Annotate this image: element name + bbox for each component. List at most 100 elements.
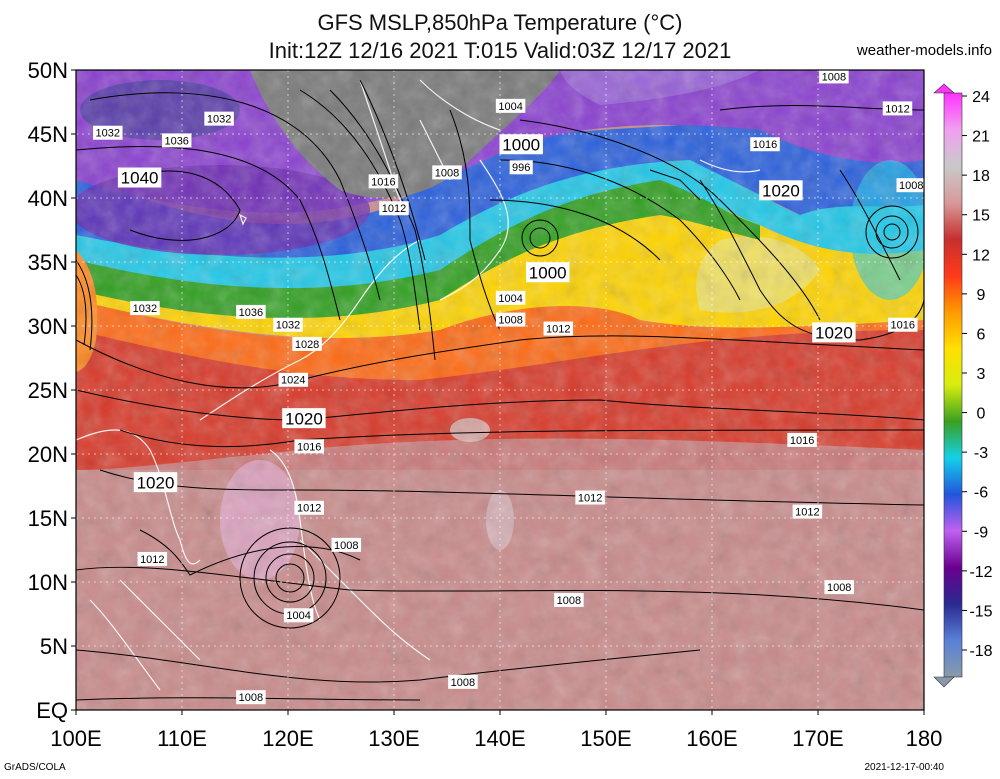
isobar-label: 996: [509, 160, 533, 175]
isobar-value: 1020: [815, 324, 853, 343]
lon-tick-label: 180: [906, 726, 943, 751]
isobar-value: 1008: [899, 180, 923, 192]
isobar-value: 1008: [239, 692, 263, 704]
isobar-value: 1040: [121, 169, 159, 188]
colorbar-tick-label: 0: [977, 406, 986, 423]
isobar-value: 1008: [557, 595, 581, 607]
isobar-label: 1000: [499, 134, 543, 154]
isobar-value: 1012: [546, 324, 570, 336]
isobar-value: 1036: [164, 135, 188, 147]
colorbar-tick-label: -3: [974, 445, 988, 462]
site-credit: weather-models.info: [856, 42, 992, 59]
lat-tick-label: 40N: [28, 186, 68, 211]
isobar-value: 1012: [297, 503, 321, 515]
lon-tick-label: 110E: [157, 726, 207, 751]
isobar-label: 1020: [812, 322, 856, 343]
lat-tick-label: EQ: [36, 698, 68, 723]
lat-tick-label: 25N: [28, 378, 68, 403]
isobar-label: 1032: [93, 125, 123, 140]
colorbar-tick-label: -6: [974, 485, 988, 502]
isobar-value: 1020: [762, 181, 800, 200]
isobar-value: 1036: [239, 307, 263, 319]
colorbar-bottom-triangle: [933, 676, 955, 688]
colorbar-gradient: [943, 92, 963, 678]
isobar-value: 1028: [295, 339, 319, 351]
isobar-label: 1016: [294, 439, 324, 454]
lon-tick-label: 160E: [686, 726, 737, 751]
isobar-value: 1008: [435, 167, 459, 179]
isobar-label: 1008: [824, 580, 854, 595]
isobar-value: 1016: [790, 435, 814, 447]
lat-tick-label: 10N: [28, 570, 68, 595]
lon-tick-label: 150E: [580, 726, 631, 751]
isobar-value: 1016: [891, 320, 915, 332]
longitude-axis: 100E 110E 120E 130E 140E 150E 160E 170E 180: [50, 710, 942, 751]
isobar-label: 1008: [554, 592, 584, 607]
lat-tick-label: 45N: [28, 122, 68, 147]
isobar-label: 1000: [525, 262, 570, 282]
colorbar-top-triangle: [933, 83, 955, 94]
isobar-value: 1016: [297, 441, 321, 453]
isobar-value: 1012: [140, 554, 164, 566]
isobar-label: 1008: [331, 537, 362, 552]
isobar-label: 1008: [495, 312, 526, 327]
isobar-label: 1012: [137, 551, 168, 566]
grid-lines: [76, 70, 924, 710]
latitude-axis: 50N 45N 40N 35N 30N 25N 20N 15N 10N 5N EQ: [28, 58, 76, 723]
isobar-value: 1016: [371, 176, 395, 188]
isobar-label: 1020: [759, 180, 803, 200]
isobar-value: 1032: [276, 320, 300, 332]
isobar-label: 1036: [161, 133, 192, 148]
isobar-label: 1012: [882, 101, 913, 116]
colorbar-tick-label: -15: [969, 603, 992, 620]
isobar-label: 1008: [819, 69, 849, 84]
lon-tick-label: 100E: [50, 726, 101, 751]
isobar-value: 1016: [753, 139, 777, 151]
colorbar-tick-label: -18: [969, 643, 992, 660]
isobar-value: 1012: [382, 203, 406, 215]
isobar-label: 1008: [432, 165, 462, 180]
isobar-label: 1004: [495, 290, 526, 305]
isobar-value: 1032: [96, 128, 120, 140]
lat-tick-label: 30N: [28, 314, 68, 339]
lon-tick-label: 170E: [792, 726, 843, 751]
isobar-value: 1012: [885, 103, 909, 115]
isobar-value: 1032: [207, 114, 231, 126]
isobar-lines: [76, 79, 924, 701]
isobar-label: 1008: [896, 178, 927, 193]
isobar-label: 1004: [495, 98, 526, 113]
isobar-value: 1020: [137, 473, 175, 492]
isobar-value: 1008: [822, 71, 846, 83]
isobar-label: 1012: [379, 201, 409, 216]
colorbar-tick-label: -9: [974, 524, 988, 541]
colorbar-tick-label: 18: [972, 168, 990, 185]
colorbar-tick-label: 9: [977, 287, 986, 304]
isobar-label: 1028: [292, 336, 322, 351]
lon-tick-label: 140E: [474, 726, 525, 751]
isobar-label: 1016: [888, 317, 918, 332]
isobar-value: 1000: [529, 263, 567, 282]
isobar-label: 1032: [273, 317, 303, 332]
isobar-label: 1024: [278, 372, 309, 387]
isobar-value: 1012: [795, 507, 819, 519]
isobar-label: 1016: [368, 174, 399, 189]
isobar-value: 1004: [498, 101, 522, 113]
isobar-label: 1032: [204, 111, 234, 126]
isobar-label: 1020: [133, 472, 178, 492]
isobar-label: 1020: [282, 408, 326, 428]
isobar-label: 1012: [543, 321, 574, 336]
isobar-label: 1036: [236, 304, 266, 319]
lat-tick-label: 15N: [28, 506, 68, 531]
map-title: GFS MSLP,850hPa Temperature (°C): [317, 10, 683, 35]
isobar-value: 1000: [502, 135, 540, 154]
colorbar: 24 21 18 15 12 9 6 3 0 -3 -6 -9 -12 -15 -18: [933, 83, 993, 688]
isobar-label: 1012: [575, 490, 605, 505]
isobar-label: 1016: [787, 432, 817, 447]
isobar-value: 1004: [286, 610, 310, 622]
colorbar-tick-label: 6: [977, 326, 986, 343]
colorbar-tick-label: 3: [977, 366, 986, 383]
lat-tick-label: 20N: [28, 442, 68, 467]
colorbar-tick-label: 21: [972, 129, 990, 146]
isobar-value: 1008: [827, 582, 851, 594]
